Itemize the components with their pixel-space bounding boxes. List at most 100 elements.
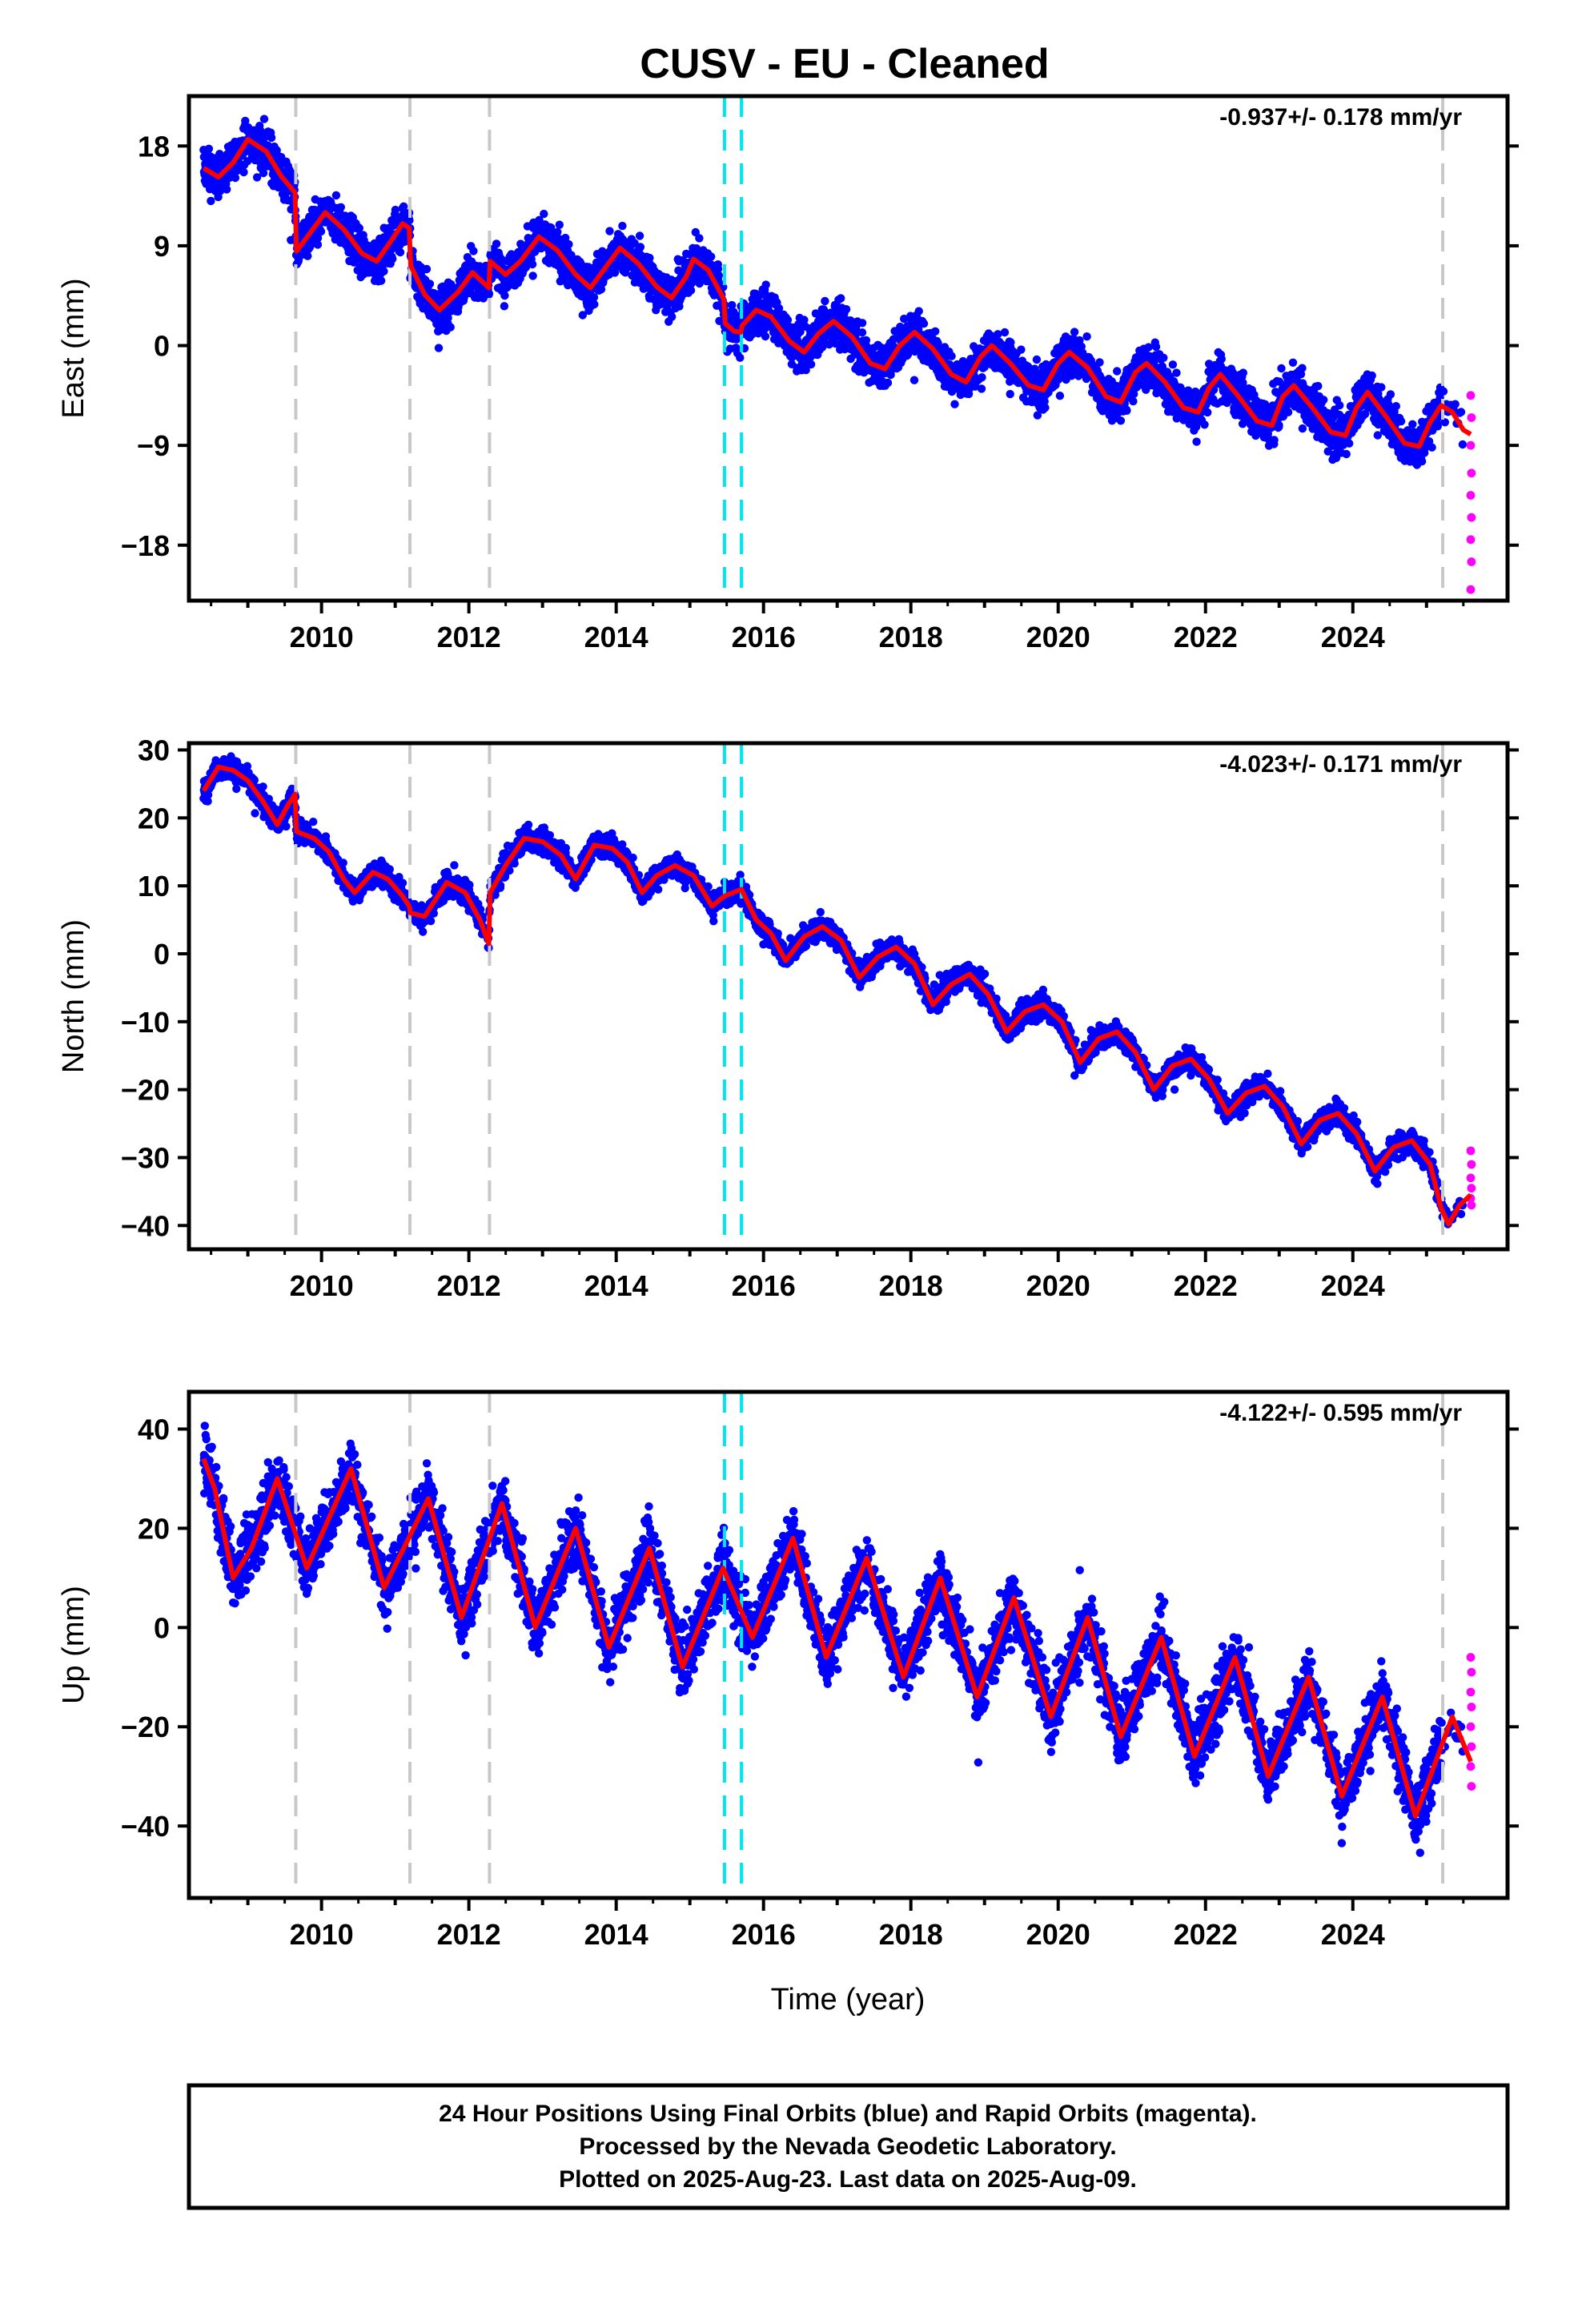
final-point — [736, 353, 745, 362]
final-point — [405, 215, 414, 225]
final-point — [388, 255, 397, 263]
final-point — [728, 300, 737, 310]
final-point — [500, 291, 509, 300]
final-point — [1288, 358, 1298, 367]
final-point — [303, 251, 312, 260]
final-point — [1130, 389, 1138, 399]
final-point — [444, 313, 452, 323]
final-point — [1298, 424, 1307, 433]
rate-annotation-east: -0.937+/- 0.178 mm/yr — [1219, 104, 1462, 131]
final-point — [1151, 342, 1161, 352]
final-point — [547, 223, 556, 232]
final-point — [1017, 345, 1026, 354]
final-point — [748, 330, 757, 339]
final-point — [578, 311, 587, 320]
final-point — [232, 784, 241, 794]
y-axis-label-east: East (mm) — [57, 278, 90, 418]
final-point — [994, 330, 1002, 339]
final-point — [492, 239, 501, 248]
final-point — [316, 227, 326, 236]
final-point — [1391, 402, 1401, 411]
final-point — [436, 326, 444, 335]
final-point — [761, 332, 770, 341]
final-point — [837, 294, 845, 303]
final-point — [589, 293, 599, 302]
final-point — [1116, 416, 1126, 425]
x-tick-label: 2012 — [437, 621, 501, 653]
rapid-point — [1466, 440, 1476, 450]
final-point — [787, 353, 797, 362]
final-point — [544, 253, 553, 263]
final-point — [806, 360, 816, 369]
final-point — [1184, 386, 1193, 395]
rapid-point — [1466, 585, 1476, 594]
final-point — [1113, 367, 1122, 376]
final-point — [1172, 368, 1181, 377]
final-point — [1070, 328, 1079, 336]
y-tick-label: −18 — [121, 529, 170, 562]
final-point — [783, 316, 793, 324]
final-point — [1377, 383, 1386, 392]
final-point — [256, 127, 265, 135]
final-point — [1345, 439, 1354, 448]
final-point — [821, 296, 829, 306]
x-tick-label: 2020 — [1026, 621, 1090, 653]
final-point — [857, 328, 867, 337]
final-point — [668, 312, 677, 321]
model-fit-line-east — [202, 137, 1472, 449]
final-point — [1144, 343, 1153, 352]
final-point — [618, 221, 627, 231]
final-point — [553, 227, 562, 236]
final-point — [223, 185, 231, 194]
rapid-point — [1466, 535, 1476, 545]
final-point — [1305, 418, 1314, 428]
final-point — [1332, 396, 1342, 404]
final-point — [336, 203, 345, 211]
final-point — [605, 227, 614, 235]
x-tick-label: 2022 — [1174, 621, 1238, 653]
final-point — [204, 144, 214, 153]
final-point — [1041, 403, 1050, 412]
final-point — [914, 307, 923, 316]
x-tick-label: 2016 — [732, 621, 796, 653]
final-point — [500, 302, 509, 311]
final-point — [1331, 453, 1341, 462]
final-point — [396, 247, 405, 257]
final-point — [391, 205, 400, 215]
final-point — [259, 168, 268, 178]
final-point — [1075, 336, 1084, 345]
final-point — [567, 251, 576, 259]
final-point — [691, 227, 700, 237]
final-point — [635, 231, 644, 240]
final-point — [1456, 408, 1466, 416]
final-point — [379, 267, 388, 275]
final-point — [1203, 408, 1212, 417]
final-point — [1223, 398, 1231, 408]
final-point — [1192, 437, 1201, 446]
final-point — [422, 264, 432, 274]
final-point — [613, 230, 623, 239]
final-point — [561, 233, 570, 243]
final-point — [1319, 396, 1328, 404]
final-point — [555, 220, 564, 229]
final-point — [1283, 408, 1293, 416]
final-point — [1270, 436, 1279, 444]
final-point — [267, 133, 276, 143]
rapid-point — [1466, 491, 1476, 500]
final-point — [1238, 420, 1247, 428]
y-tick-label: −9 — [137, 429, 170, 462]
final-point — [259, 782, 267, 791]
final-point — [707, 252, 716, 261]
x-tick-label: 2010 — [290, 621, 354, 653]
final-point — [1135, 346, 1144, 355]
final-point — [645, 253, 654, 263]
rapid-point — [1467, 413, 1476, 422]
final-point — [713, 260, 722, 269]
final-point — [1006, 389, 1014, 399]
final-point — [947, 352, 956, 360]
final-point — [1055, 392, 1065, 400]
y-tick-label: 18 — [138, 130, 170, 163]
final-point — [231, 173, 240, 183]
